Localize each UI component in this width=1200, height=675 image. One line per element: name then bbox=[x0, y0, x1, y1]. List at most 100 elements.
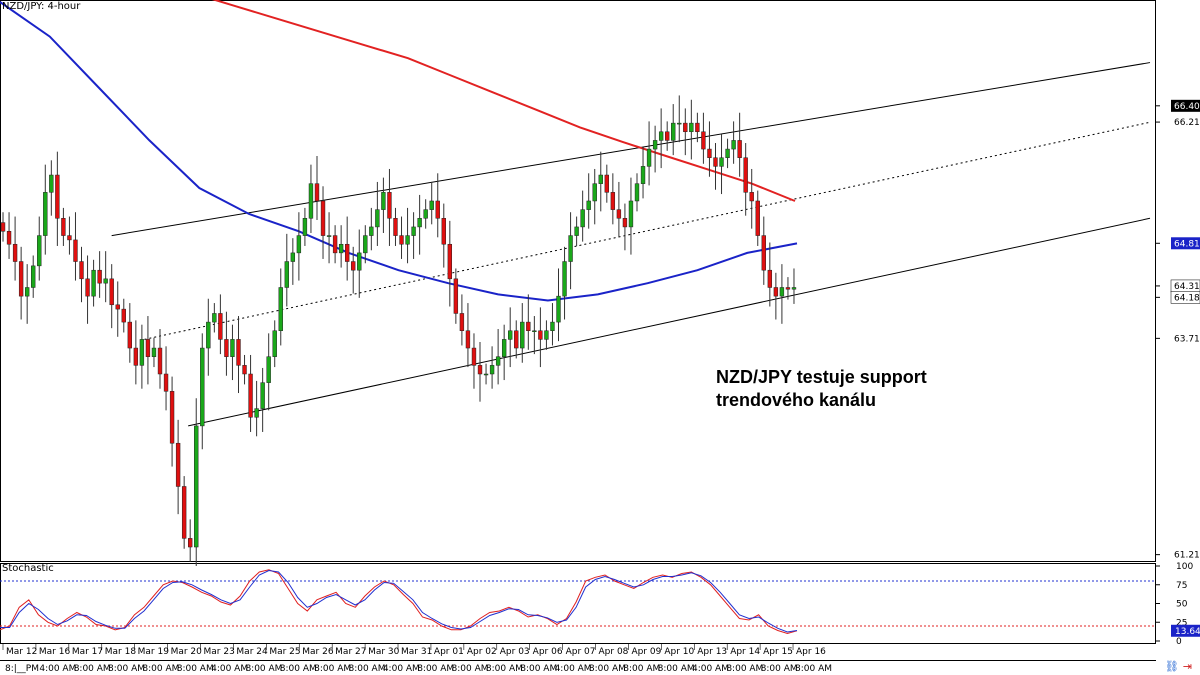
candle-body bbox=[568, 235, 573, 262]
time-label: 8:|__PM bbox=[5, 664, 39, 674]
candle-body bbox=[73, 239, 78, 262]
candle-body bbox=[501, 339, 507, 357]
candle-body bbox=[115, 304, 120, 310]
date-label: Mar 19 bbox=[138, 647, 170, 657]
candle-body bbox=[272, 330, 277, 357]
candle bbox=[351, 246, 356, 294]
candle bbox=[181, 476, 187, 549]
candle bbox=[616, 181, 622, 238]
candle bbox=[453, 268, 459, 324]
date-label: Mar 16 bbox=[39, 647, 71, 657]
stochastic-title: Stochastic bbox=[2, 563, 54, 574]
candle-body bbox=[544, 330, 549, 340]
price-tag-label: 64.811 bbox=[1174, 239, 1200, 249]
candle bbox=[405, 207, 410, 264]
candle bbox=[677, 95, 682, 143]
candle-body bbox=[12, 243, 18, 262]
candle bbox=[6, 212, 12, 259]
candle bbox=[586, 173, 591, 229]
candle-body bbox=[761, 235, 766, 271]
candle bbox=[538, 307, 543, 368]
candle-body bbox=[574, 226, 579, 236]
candle bbox=[652, 125, 658, 173]
candle-body bbox=[755, 200, 760, 236]
price-tick-label: 61.212 bbox=[1174, 551, 1200, 561]
moving-average-line-slow bbox=[211, 0, 796, 202]
candle-body bbox=[616, 209, 622, 219]
candle-body bbox=[97, 269, 102, 284]
channel-line-solid-2 bbox=[188, 217, 1151, 427]
candle bbox=[290, 238, 296, 285]
candle-body bbox=[145, 339, 151, 357]
candle-body bbox=[665, 131, 670, 141]
candle-body bbox=[169, 391, 175, 444]
price-tick-label: 66.212 bbox=[1174, 118, 1200, 128]
channel-line-solid-0 bbox=[111, 62, 1151, 237]
candle bbox=[145, 316, 151, 385]
arrow-right-icon[interactable]: ⇥ bbox=[1182, 661, 1192, 673]
candle-body bbox=[236, 339, 241, 366]
candle bbox=[508, 307, 513, 368]
price-tag-label: 64.186 bbox=[1174, 293, 1200, 303]
candle bbox=[49, 160, 54, 216]
time-label: 8:00 AM bbox=[74, 664, 111, 674]
candle-body bbox=[133, 347, 139, 366]
candle-body bbox=[369, 226, 374, 236]
candle bbox=[200, 333, 205, 450]
candle bbox=[151, 337, 157, 368]
candle bbox=[471, 333, 477, 389]
date-label: Mar 26 bbox=[302, 647, 334, 657]
candle bbox=[399, 216, 404, 259]
date-label: Apr 13 bbox=[697, 647, 727, 657]
link-icon[interactable]: ⛓ bbox=[1164, 661, 1179, 673]
candle bbox=[441, 203, 446, 268]
time-label: 8:00 AM bbox=[417, 664, 454, 674]
candle bbox=[737, 112, 742, 177]
candle-body bbox=[24, 287, 30, 297]
candle bbox=[773, 272, 779, 320]
time-label: 8:00 AM bbox=[795, 664, 832, 674]
candle-body bbox=[447, 243, 453, 280]
date-label: Apr 09 bbox=[631, 647, 661, 657]
candle bbox=[121, 298, 126, 333]
candle bbox=[266, 333, 271, 411]
candle-body bbox=[399, 235, 404, 245]
candle bbox=[628, 177, 634, 255]
corner-toolbar: ⛓ ⇥ bbox=[1161, 660, 1192, 673]
candle bbox=[73, 212, 78, 281]
time-label: 8:00 AM bbox=[623, 664, 660, 674]
time-label: 8:00 AM bbox=[589, 664, 626, 674]
annotation-line-1: NZD/JPY testuje support bbox=[716, 367, 927, 387]
date-label: Apr 06 bbox=[533, 647, 563, 657]
stochastic-value-tag bbox=[1171, 624, 1200, 637]
stochastic-axis: 100 75 50 25 013.64 bbox=[1155, 562, 1200, 647]
candle bbox=[236, 316, 241, 394]
candle bbox=[646, 121, 652, 186]
candle bbox=[55, 151, 60, 246]
time-label: 4:00 AM bbox=[383, 664, 420, 674]
candle-body bbox=[508, 330, 513, 340]
candle-body bbox=[302, 218, 308, 236]
time-label: 4:00 AM bbox=[39, 664, 76, 674]
candle-body bbox=[326, 235, 332, 237]
price-tag bbox=[1170, 291, 1200, 304]
candle-body bbox=[423, 209, 428, 219]
candle-body bbox=[731, 140, 736, 150]
candle bbox=[725, 138, 730, 169]
candle-body bbox=[127, 321, 132, 349]
candle-body bbox=[284, 261, 289, 288]
candle bbox=[411, 212, 416, 259]
date-label: Apr 15 bbox=[763, 647, 793, 657]
candle-body bbox=[242, 365, 247, 375]
candle-body bbox=[314, 183, 320, 202]
candle-body bbox=[520, 321, 525, 349]
trend-channel bbox=[111, 62, 1151, 427]
candle-body bbox=[725, 148, 730, 158]
candle-body bbox=[671, 122, 676, 141]
candle-body bbox=[212, 313, 217, 323]
candle-body bbox=[658, 131, 664, 141]
price-tag bbox=[1171, 237, 1200, 250]
candle-body bbox=[435, 200, 440, 219]
candle bbox=[308, 164, 314, 233]
price-tick-label: 63.712 bbox=[1174, 334, 1200, 344]
